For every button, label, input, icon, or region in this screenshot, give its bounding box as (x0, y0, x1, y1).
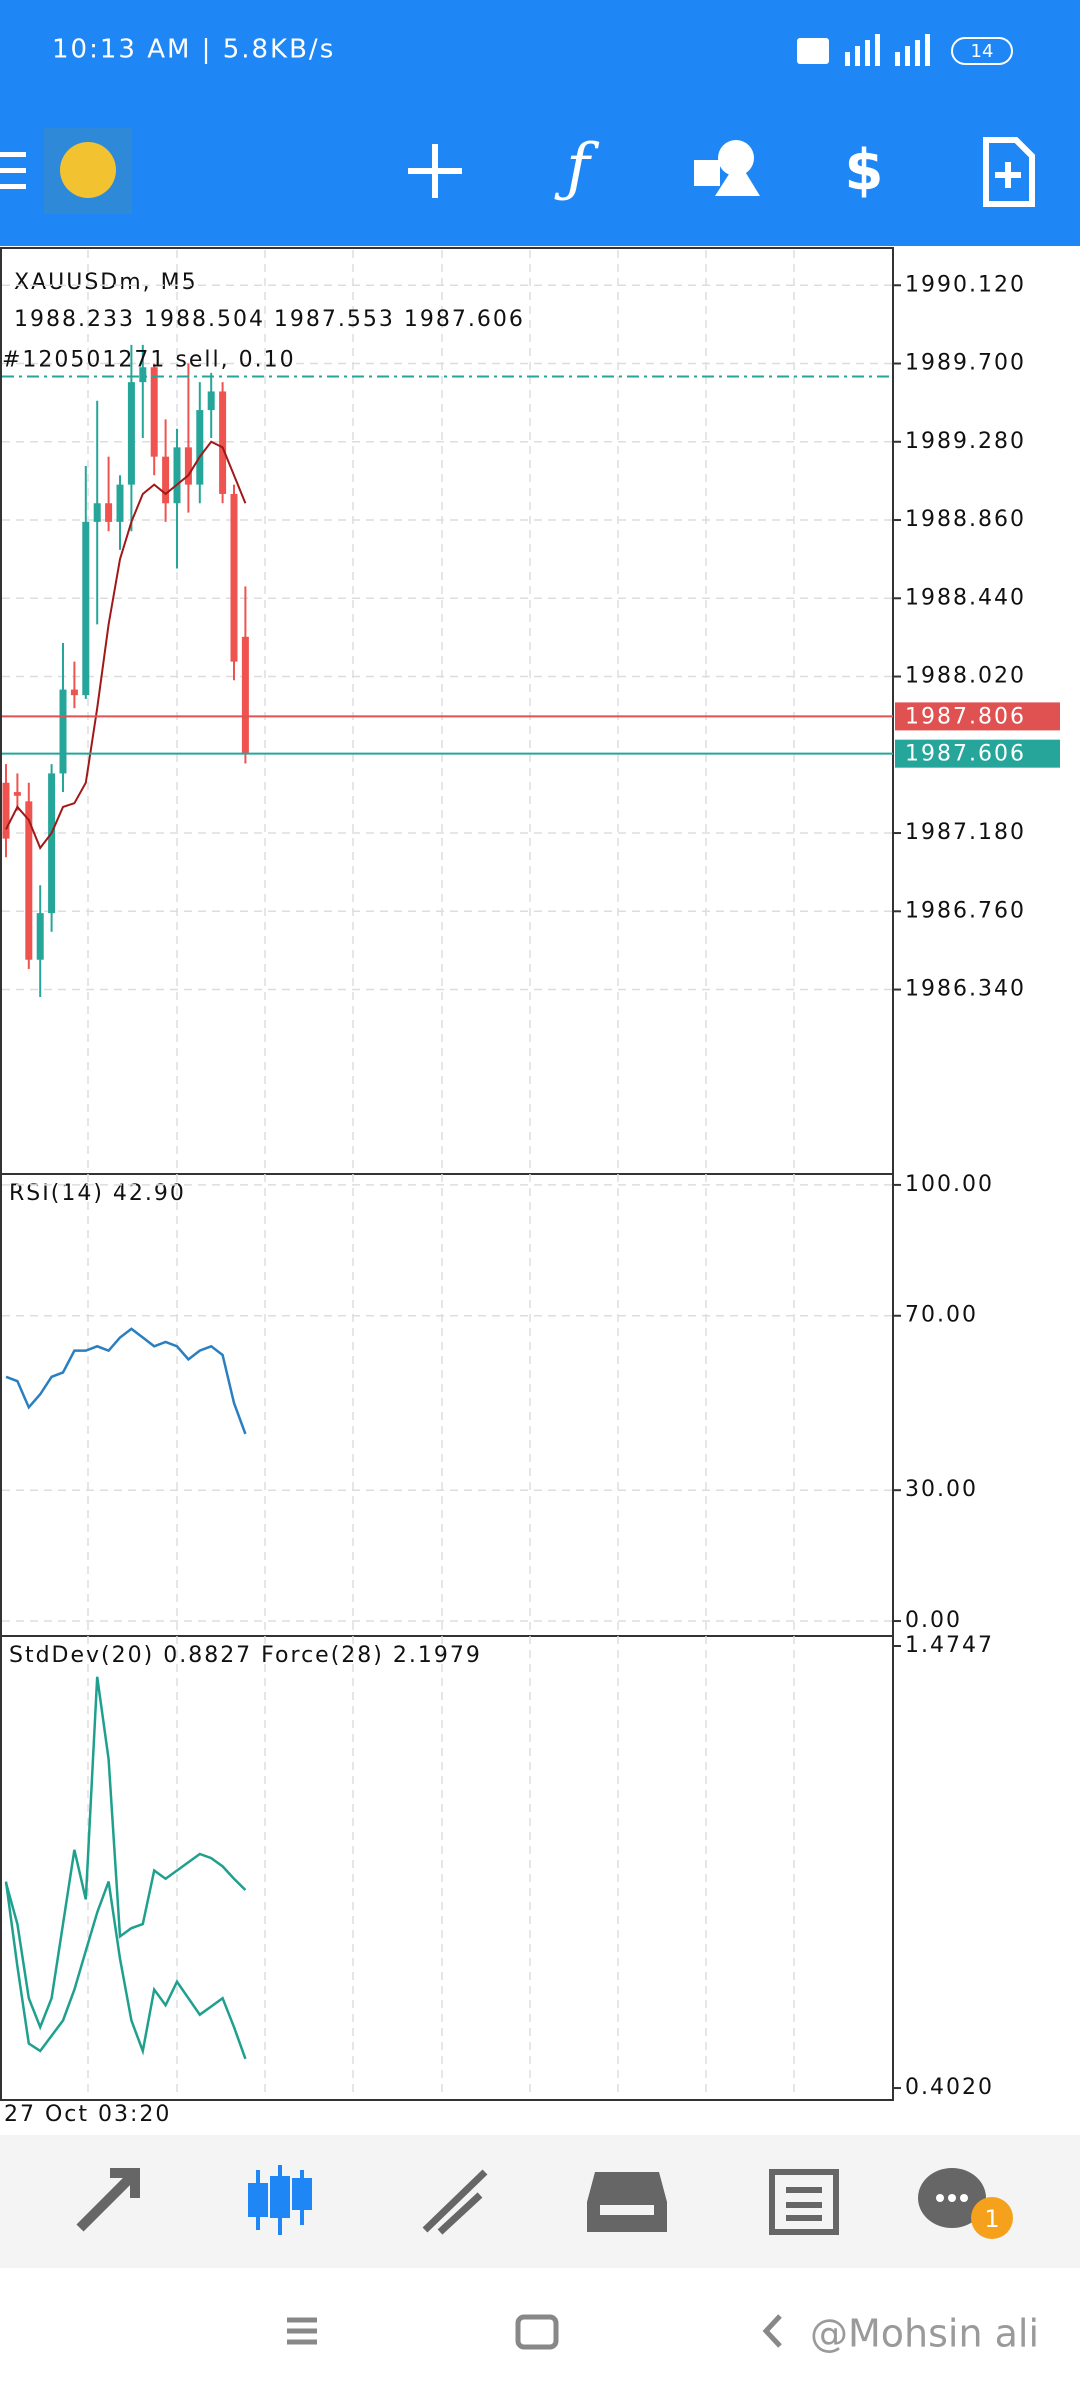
candle-body (82, 521, 90, 696)
candle-body (13, 792, 21, 796)
battery-level: 14 (971, 41, 994, 62)
watermark: @Mohsin ali (810, 2312, 1039, 2356)
indicator-line (4, 1676, 247, 2031)
candle-body (105, 503, 113, 522)
time-grid (87, 250, 795, 2098)
candle-body (48, 773, 56, 914)
chart-frame (0, 247, 894, 2101)
y-tick-label: 1.4747 (905, 1633, 994, 1658)
symbol-label: XAUUSDm, M5 (14, 270, 198, 295)
app-header (0, 0, 1080, 246)
logo-mark (60, 142, 116, 198)
price-box (895, 702, 1060, 731)
objects-button[interactable] (694, 140, 760, 196)
candle-body (162, 456, 170, 504)
crosshair-button[interactable] (408, 144, 462, 198)
candle-body (139, 367, 147, 383)
news-tab[interactable] (769, 2169, 839, 2235)
price-label: 1987.806 (905, 704, 1026, 729)
battery (951, 37, 1013, 65)
indicator-line (5, 1327, 247, 1435)
menu-button[interactable] (0, 152, 26, 189)
y-tick-label: 70.00 (905, 1303, 978, 1328)
y-tick-label: 100.00 (905, 1172, 994, 1197)
candle-body (150, 367, 158, 457)
status-text: 10:13 AM | 5.8KB/s (52, 35, 335, 65)
time-label: 27 Oct 03:20 (4, 2102, 171, 2127)
y-tick-label: 1990.120 (905, 272, 1026, 297)
chat-tab[interactable] (918, 2168, 986, 2228)
candle-body (219, 391, 227, 494)
rsi-label: RSI(14) 42.90 (9, 1181, 186, 1206)
candle-body (127, 382, 135, 485)
candle-body (173, 447, 181, 504)
badge (971, 2197, 1013, 2239)
candle-body (116, 484, 124, 522)
signal-icons (797, 34, 930, 66)
y-tick-label: 1988.860 (905, 507, 1026, 532)
candle-body (241, 636, 249, 754)
moving-average (5, 440, 247, 850)
price-label: 1987.606 (905, 742, 1026, 767)
trade-tab[interactable] (422, 2169, 488, 2235)
system-nav[interactable] (287, 2314, 782, 2350)
y-tick-label: 1986.760 (905, 898, 1026, 923)
candle-body (230, 493, 238, 662)
badge-count: 1 (984, 2205, 999, 2233)
candle-body (184, 447, 192, 485)
candle-body (36, 913, 44, 960)
price-box (895, 739, 1060, 768)
y-tick-label: 1989.700 (905, 351, 1026, 376)
candle-body (70, 689, 78, 696)
candle-body (59, 689, 67, 774)
bottom-nav (0, 2135, 1080, 2268)
candle-body (93, 503, 101, 522)
candle-body (207, 391, 215, 411)
new-order-button[interactable] (983, 137, 1035, 207)
quotes-tab[interactable] (76, 2168, 140, 2232)
y-tick-label: 1988.020 (905, 664, 1026, 689)
y-tick-label: 30.00 (905, 1477, 978, 1502)
y-tick-label: 1987.180 (905, 820, 1026, 845)
indicator-line (4, 1881, 247, 2060)
stddev-label: StdDev(20) 0.8827 Force(28) 2.1979 (9, 1643, 482, 1668)
history-tab[interactable] (587, 2172, 667, 2232)
y-tick-label: 0.4020 (905, 2075, 994, 2100)
y-tick-label: 1989.280 (905, 429, 1026, 454)
candle-body (2, 782, 10, 839)
y-tick-label: 1988.440 (905, 585, 1026, 610)
ohlc-label: 1988.233 1988.504 1987.553 1987.606 (14, 307, 525, 332)
trade-button[interactable]: $ (845, 138, 884, 203)
y-tick-label: 0.00 (905, 1608, 962, 1633)
y-tick-label: 1986.340 (905, 977, 1026, 1002)
chart-tab[interactable] (248, 2165, 312, 2235)
order-label: #120501271 sell, 0.10 (2, 348, 296, 373)
candle-body (25, 801, 33, 960)
candle-body (196, 410, 204, 485)
